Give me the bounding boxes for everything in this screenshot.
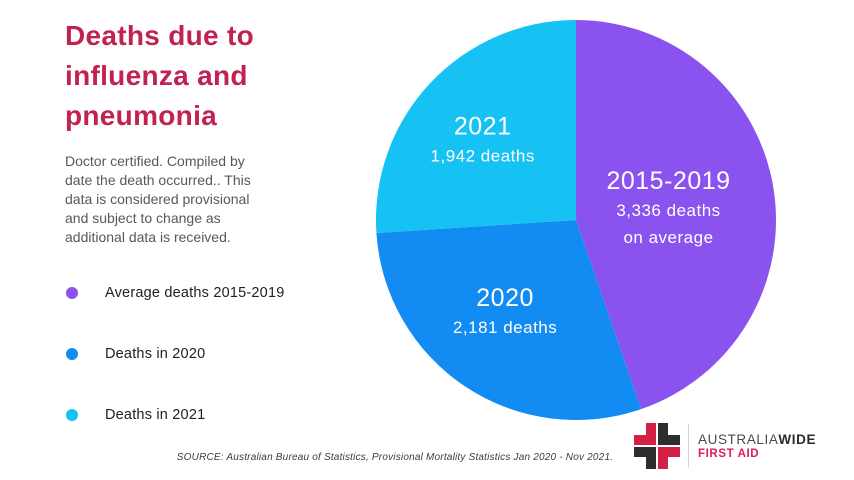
pie-label-2021: 2021 1,942 deaths [431,112,535,165]
legend-dot-icon [66,287,78,299]
page-title: Deaths due to influenza and pneumonia [65,20,255,131]
pie-label-2020: 2020 2,181 deaths [453,284,557,337]
legend-label: Deaths in 2021 [105,407,206,423]
legend-item-1: Deaths in 2020 [66,346,284,362]
pie-slice-2021 [375,20,576,234]
brand-name-regular: AUSTRALIA [698,431,779,447]
logo-divider [688,424,689,468]
source-text: SOURCE: Australian Bureau of Statistics,… [176,452,614,463]
logo: AUSTRALIAWIDE FIRST AID [634,423,816,469]
legend-dot-icon [66,348,78,360]
legend-item-0: Average deaths 2015-2019 [66,285,284,301]
pie-slice-2020 [376,220,642,420]
pie-label-2015-2019: 2015-2019 3,336 deaths on average [606,167,730,247]
legend: Average deaths 2015-2019 Deaths in 2020 De… [66,285,284,423]
description-text: Doctor certified. Compiled by date the d… [65,153,251,245]
brand-subtitle: FIRST AID [698,447,760,460]
legend-label: Average deaths 2015-2019 [105,285,285,301]
pie-slice-2015-2019 [576,20,776,410]
brand-name: AUSTRALIAWIDE [698,432,816,447]
first-aid-cross-icon [634,423,680,469]
legend-item-2: Deaths in 2021 [66,407,284,423]
logo-text: AUSTRALIAWIDE FIRST AID [698,432,816,461]
brand-name-bold: WIDE [778,431,817,447]
legend-label: Deaths in 2020 [105,346,206,362]
legend-dot-icon [66,409,78,421]
